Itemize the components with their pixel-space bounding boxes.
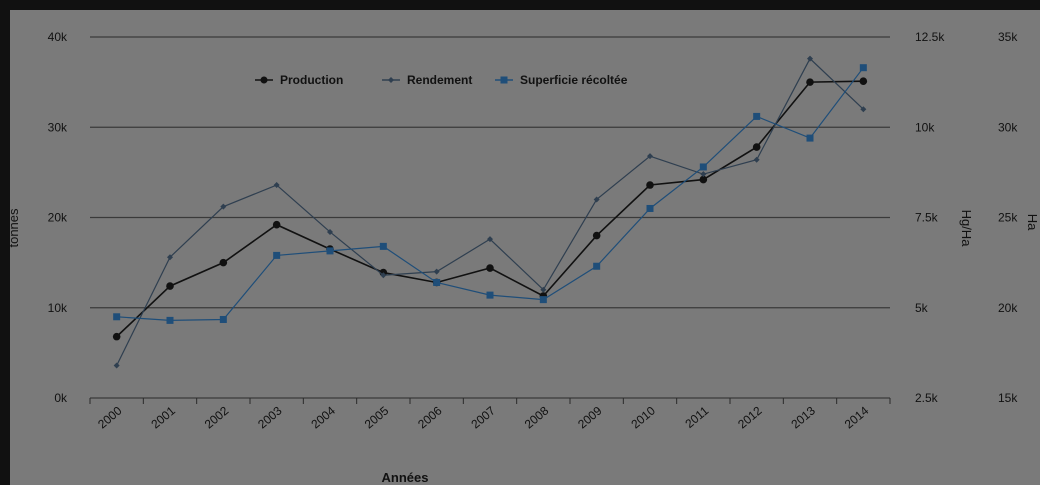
data-point (592, 231, 601, 240)
x-tick-label: 2010 (628, 403, 658, 431)
data-point (859, 64, 867, 72)
x-tick-label: 2013 (788, 403, 818, 431)
data-point (166, 316, 174, 324)
data-point (486, 264, 494, 272)
data-point (273, 251, 281, 259)
x-tick-label: 2014 (842, 403, 872, 431)
x-tick-label: 2007 (468, 403, 498, 431)
y-left-tick-label: 40k (48, 30, 68, 44)
y-right2-tick-label: 30k (998, 120, 1018, 134)
y-right1-tick-label: 10k (915, 120, 935, 134)
x-tick-label: 2008 (522, 403, 552, 431)
data-point (112, 332, 121, 341)
data-point (647, 153, 653, 160)
data-point (699, 175, 708, 184)
x-tick-label: 2004 (308, 403, 338, 431)
series-superficie-r-colt-e (113, 64, 867, 324)
data-point (273, 182, 280, 189)
data-point (699, 163, 707, 171)
data-point (113, 313, 121, 321)
data-point (646, 181, 654, 189)
line-chart: 2000 2001 2002 2003 2004 2005 2006 2007 2008 2009… (10, 30, 1040, 485)
series-production (112, 77, 868, 341)
data-point (327, 228, 333, 235)
data-point (700, 171, 707, 178)
data-point (753, 112, 761, 120)
data-point (379, 242, 387, 250)
data-point (806, 134, 814, 142)
gridlines (90, 36, 890, 399)
legend-marker (260, 76, 268, 84)
x-axis: 2000 2001 2002 2003 2004 2005 2006 2007 2008 2009… (89, 398, 891, 431)
data-point (806, 78, 814, 86)
y-axis-left: 0k 10k 20k 30k 40k (48, 30, 68, 405)
y-right1-tick-label: 2.5k (915, 391, 939, 405)
y-right1-tick-label: 7.5k (915, 211, 939, 225)
x-tick-label: 2009 (575, 403, 605, 431)
x-tick-label: 2005 (362, 403, 392, 431)
x-tick-label: 2006 (415, 403, 445, 431)
y-right2-tick-label: 15k (998, 391, 1018, 405)
data-point (593, 262, 601, 270)
data-point (433, 268, 440, 275)
legend-label: Superficie récoltée (520, 73, 628, 87)
series-line (116, 57, 864, 366)
x-tick-label: 2001 (148, 403, 178, 431)
series-line (116, 67, 864, 321)
data-point (220, 203, 227, 210)
y-axis-right-hg-ha: 2.5k 5k 7.5k 10k 12.5k (915, 30, 945, 405)
data-point (219, 258, 228, 267)
y-right2-tick-label: 25k (998, 211, 1018, 225)
y-left-tick-label: 20k (48, 211, 68, 225)
x-axis-title: Années (382, 470, 429, 485)
legend-marker (500, 76, 508, 84)
legend: Production Rendement Superficie récoltée (255, 73, 628, 87)
y-right2-tick-label: 35k (998, 30, 1018, 44)
data-point (487, 236, 493, 243)
data-point (166, 282, 174, 290)
legend-marker (388, 77, 394, 83)
data-point (219, 315, 227, 323)
y-axis-right-ha: 15k 20k 25k 30k 35k (998, 30, 1018, 405)
legend-item: Rendement (382, 73, 472, 87)
legend-label: Rendement (407, 73, 472, 87)
data-point (540, 286, 547, 293)
data-point (860, 106, 867, 113)
data-point (486, 291, 494, 299)
x-tick-label: 2003 (255, 403, 285, 431)
y-right1-tick-label: 5k (915, 301, 929, 315)
data-point (807, 55, 813, 62)
data-point (167, 254, 173, 261)
y-axis-right1-title: Hg/Ha (959, 210, 974, 248)
data-point (326, 247, 334, 255)
data-point (433, 278, 441, 286)
data-point (593, 196, 600, 203)
data-point (539, 296, 547, 304)
y-left-tick-label: 10k (48, 301, 68, 315)
series-rendement (113, 55, 867, 369)
x-tick-label: 2002 (202, 403, 232, 431)
data-point (859, 77, 868, 86)
data-point (272, 220, 281, 229)
legend-item: Production (255, 73, 343, 87)
y-left-tick-label: 0k (54, 391, 68, 405)
y-axis-right2-title: Ha (1025, 214, 1040, 231)
data-point (380, 272, 387, 279)
y-left-tick-label: 30k (48, 120, 68, 134)
x-tick-label: 2011 (682, 403, 711, 431)
legend-item: Superficie récoltée (495, 73, 628, 87)
legend-label: Production (280, 73, 343, 87)
data-point (646, 204, 654, 212)
x-tick-label: 2000 (95, 403, 125, 431)
data-point (113, 362, 120, 369)
y-axis-left-title: tonnes (10, 208, 21, 248)
series-group (112, 55, 868, 369)
chart-panel: 2000 2001 2002 2003 2004 2005 2006 2007 2008 2009… (10, 10, 1040, 485)
y-right2-tick-label: 20k (998, 301, 1018, 315)
data-point (752, 143, 761, 151)
y-right1-tick-label: 12.5k (915, 30, 945, 44)
x-tick-label: 2012 (735, 403, 765, 431)
data-point (753, 156, 760, 163)
